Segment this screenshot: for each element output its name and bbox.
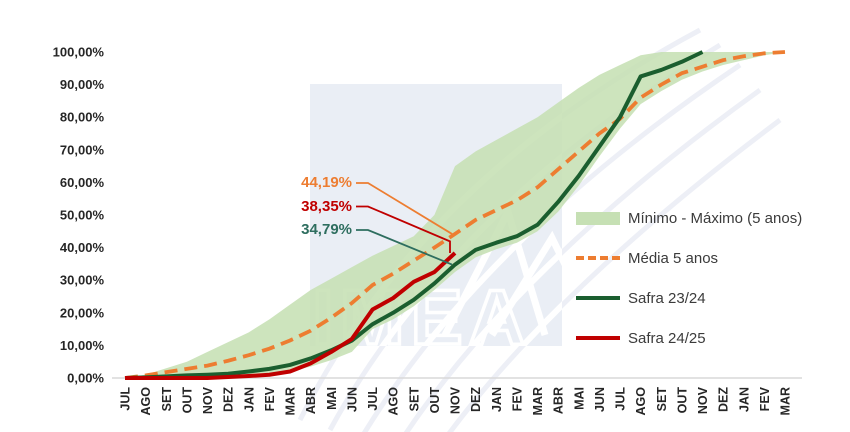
x-axis-label: SET: [407, 387, 421, 412]
annotation-leader-line: [356, 229, 453, 266]
x-axis-label: SET: [655, 387, 669, 412]
legend-item-safra2324: Safra 23/24: [576, 278, 802, 318]
watermark-chevron: [489, 230, 562, 337]
x-axis-label: DEZ: [717, 387, 731, 412]
x-axis-label: AGO: [139, 387, 153, 416]
x-axis-label: FEV: [263, 386, 277, 411]
x-axis-label: NOV: [201, 386, 215, 414]
x-axis-label: MAR: [531, 387, 545, 415]
media-5-anos-line: [124, 50, 786, 380]
safra2425-line-swatch: [576, 336, 620, 340]
x-axis-label: ABR: [552, 387, 566, 414]
x-axis-label: OUT: [180, 387, 194, 414]
x-axis-label: FEV: [510, 386, 524, 411]
annotation-leader-line: [356, 205, 451, 253]
y-axis-label: 0,00%: [67, 371, 104, 386]
x-axis-label: AGO: [387, 387, 401, 416]
watermark-swoosh: [447, 118, 782, 432]
x-axis-label: JAN: [737, 387, 751, 412]
y-axis-label: 60,00%: [60, 175, 105, 190]
x-axis-label: JUL: [614, 387, 628, 411]
x-axis-label: MAR: [779, 387, 793, 415]
y-axis-label: 90,00%: [60, 77, 105, 92]
x-axis-label: JAN: [242, 387, 256, 412]
x-axis-label: JUN: [593, 387, 607, 412]
watermark-swoosh: [468, 248, 562, 346]
annotation-safra2425-value: 38,35%: [301, 197, 352, 215]
safra-23-24-line: [124, 50, 704, 380]
legend-label-min-max: Mínimo - Máximo (5 anos): [628, 209, 803, 227]
legend-item-safra2425: Safra 24/25: [576, 318, 802, 358]
y-axis-label: 20,00%: [60, 305, 105, 320]
y-axis-label: 100,00%: [53, 45, 105, 60]
x-axis-label: NOV: [696, 386, 710, 414]
y-axis-label: 70,00%: [60, 142, 105, 157]
x-axis-label: JUL: [119, 387, 133, 411]
safra-24-25-line: [125, 251, 457, 380]
media-dashed-swatch: [576, 256, 620, 260]
legend-label-media: Média 5 anos: [628, 249, 719, 267]
legend-item-min-max: Mínimo - Máximo (5 anos): [576, 198, 802, 238]
y-axis-label: 40,00%: [60, 240, 105, 255]
x-axis-label: ABR: [304, 387, 318, 414]
x-axis-label: MAI: [325, 387, 339, 410]
x-axis-label: OUT: [428, 387, 442, 414]
y-axis-label: 30,00%: [60, 273, 105, 288]
annotation-safra2324-value: 34,79%: [301, 221, 352, 238]
min-max-band: [125, 52, 785, 378]
legend-item-media: Média 5 anos: [576, 238, 802, 278]
x-axis-label: OUT: [675, 387, 689, 414]
legend-label-safra2425: Safra 24/25: [628, 329, 706, 347]
x-axis-label: MAR: [284, 387, 298, 415]
legend-label-safra2324: Safra 23/24: [628, 289, 706, 307]
safra2324-line-swatch: [576, 296, 620, 300]
min-max-band-swatch: [576, 211, 620, 225]
x-axis-label: FEV: [758, 386, 772, 411]
x-axis-label: AGO: [634, 387, 648, 416]
x-axis-label: NOV: [449, 386, 463, 414]
x-axis-label: SET: [160, 387, 174, 412]
y-axis-label: 10,00%: [60, 338, 105, 353]
annotation-media-value: 44,19%: [301, 174, 352, 191]
x-axis-label: JUN: [345, 387, 359, 412]
y-axis-label: 50,00%: [60, 208, 105, 223]
x-axis-label: JUL: [366, 387, 380, 411]
y-axis-label: 80,00%: [60, 110, 105, 125]
x-axis-label: DEZ: [222, 387, 236, 412]
x-axis-label: JAN: [490, 387, 504, 412]
legend: Mínimo - Máximo (5 anos) Média 5 anos Sa…: [576, 198, 802, 358]
x-axis-label: MAI: [572, 387, 586, 410]
x-axis-label: DEZ: [469, 387, 483, 412]
annotation-leader-line: [356, 182, 453, 235]
